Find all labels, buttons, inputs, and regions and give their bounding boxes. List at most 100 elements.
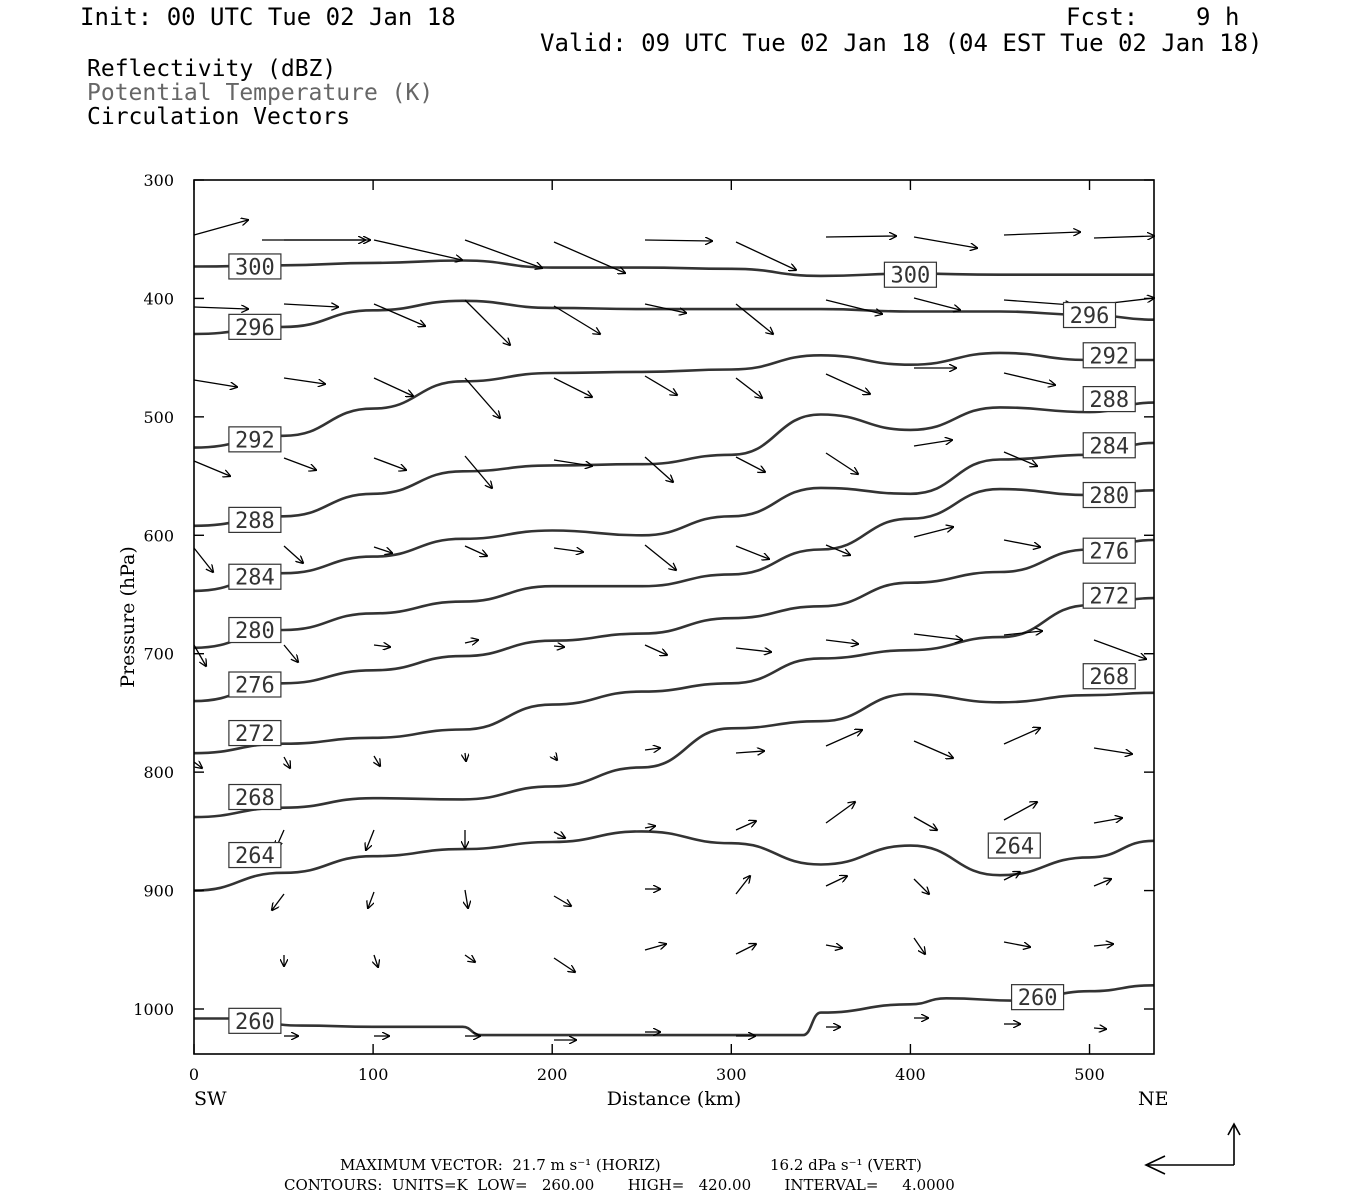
contour-label-box xyxy=(1010,984,1065,1011)
theta-contour-296 xyxy=(193,299,1155,336)
max-vector-vert-text: 16.2 dPa s⁻¹ (VERT) xyxy=(770,1156,922,1174)
theta-contour-284 xyxy=(193,441,1155,593)
init-time: Init: 00 UTC Tue 02 Jan 18 xyxy=(80,3,456,31)
circulation-vector xyxy=(553,646,564,647)
theta-contour-272 xyxy=(193,596,1155,755)
contour-label-260: 260 xyxy=(235,1010,275,1035)
legend-potential-temperature: Potential Temperature (K) xyxy=(87,80,434,106)
circulation-vector xyxy=(1093,1028,1106,1029)
circulation-vector xyxy=(825,299,882,314)
y-tick-label: 800 xyxy=(143,763,174,782)
circulation-vector xyxy=(825,802,855,824)
contour-label-296: 296 xyxy=(1070,304,1110,329)
contour-label-box xyxy=(228,563,282,590)
theta-contour-300 xyxy=(193,259,1154,278)
contour-label-296: 296 xyxy=(235,316,275,341)
circulation-vector xyxy=(283,644,298,662)
theta-contour-260 xyxy=(194,984,1155,1037)
circulation-vector xyxy=(464,299,510,345)
circulation-vector xyxy=(1003,802,1037,821)
circulation-vector xyxy=(913,633,962,640)
contour-label-box xyxy=(228,616,282,644)
circulation-vector xyxy=(1003,941,1030,947)
contour-label-280: 280 xyxy=(1089,484,1129,509)
circulation-vector xyxy=(554,756,557,760)
contour-label-box xyxy=(883,261,938,288)
contour-label-264: 264 xyxy=(235,844,275,869)
circulation-vector xyxy=(644,944,666,951)
legend-reflectivity: Reflectivity (dBZ) xyxy=(87,56,337,82)
circulation-vector xyxy=(1093,879,1111,887)
forecast-hour: Fcst: 9 h xyxy=(1066,3,1240,31)
circulation-vector xyxy=(553,548,583,552)
circulation-vector xyxy=(644,826,655,828)
circulation-vector xyxy=(374,954,378,967)
right-endpoint-label: NE xyxy=(1138,1088,1169,1110)
circulation-vector xyxy=(366,829,375,850)
circulation-vector xyxy=(1003,299,1072,305)
circulation-vector xyxy=(644,303,686,313)
contour-label-box xyxy=(228,671,282,698)
contour-label-box xyxy=(1082,342,1136,369)
circulation-vector xyxy=(465,752,466,761)
circulation-vector xyxy=(735,944,756,955)
contour-label-box xyxy=(1062,301,1117,329)
theta-contour-268 xyxy=(193,691,1155,819)
contour-label-300: 300 xyxy=(235,255,275,280)
circulation-vector xyxy=(825,945,842,948)
circulation-vector xyxy=(193,307,248,309)
theta-contour-264 xyxy=(193,830,1155,892)
contour-label-288: 288 xyxy=(1089,388,1129,413)
contours-info-text: CONTOURS: UNITS=K LOW= 260.00 HIGH= 420.… xyxy=(284,1176,955,1194)
contour-label-272: 272 xyxy=(1089,585,1129,610)
contour-label-268: 268 xyxy=(235,786,275,811)
circulation-vector xyxy=(735,821,756,831)
circulation-vector xyxy=(913,440,952,447)
theta-contour-276 xyxy=(193,538,1155,703)
plot-frame xyxy=(193,179,1155,1055)
contour-label-284: 284 xyxy=(235,566,275,591)
contour-label-272: 272 xyxy=(235,722,275,747)
contour-label-276: 276 xyxy=(235,674,275,699)
circulation-vector xyxy=(283,304,338,307)
circulation-vector xyxy=(1003,872,1020,881)
circulation-vector xyxy=(464,640,478,643)
circulation-vector xyxy=(193,547,213,572)
circulation-vector xyxy=(373,546,392,553)
circulation-vector xyxy=(373,457,406,470)
contour-label-300: 300 xyxy=(891,264,931,289)
contour-label-284: 284 xyxy=(1089,434,1129,459)
contour-label-box xyxy=(228,719,282,747)
circulation-vector xyxy=(913,937,925,954)
x-tick-label: 500 xyxy=(1074,1065,1105,1084)
x-tick-label: 300 xyxy=(716,1065,747,1084)
contour-label-268: 268 xyxy=(1089,665,1129,690)
contour-label-box xyxy=(1082,385,1136,413)
contour-label-288: 288 xyxy=(235,509,275,534)
x-tick-label: 400 xyxy=(895,1065,926,1084)
circulation-vector xyxy=(553,305,600,334)
contour-label-box xyxy=(228,426,282,453)
contour-label-280: 280 xyxy=(235,619,275,644)
contour-label-box xyxy=(1082,663,1136,690)
circulation-vector xyxy=(735,377,762,398)
x-tick-label: 200 xyxy=(537,1065,568,1084)
circulation-vector xyxy=(193,762,202,768)
circulation-vector xyxy=(825,452,858,474)
y-tick-label: 1000 xyxy=(133,1000,174,1019)
circulation-vector xyxy=(644,544,676,570)
reference-vector-icon xyxy=(1144,1122,1241,1175)
circulation-vector xyxy=(553,459,592,466)
circulation-vector xyxy=(553,895,571,906)
circulation-vector xyxy=(913,527,953,538)
max-vector-text: MAXIMUM VECTOR: 21.7 m s⁻¹ (HORIZ) xyxy=(340,1156,661,1174)
theta-contour-280 xyxy=(193,487,1155,650)
circulation-vector xyxy=(464,455,492,488)
circulation-vector xyxy=(373,645,390,647)
circulation-vector xyxy=(284,756,290,768)
theta-contour-292 xyxy=(193,351,1154,449)
contour-label-box xyxy=(1082,537,1136,564)
circulation-vector xyxy=(1093,747,1132,754)
circulation-vector xyxy=(374,755,380,766)
